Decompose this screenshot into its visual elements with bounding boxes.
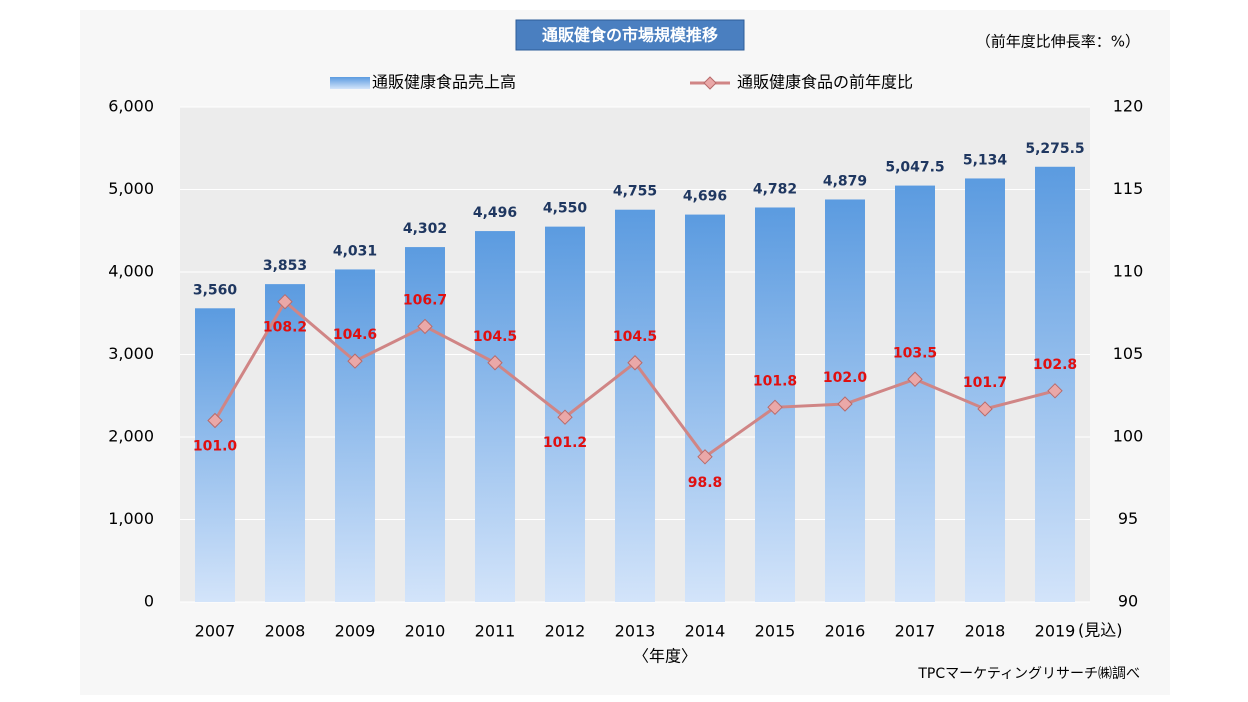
line-value-label: 101.2 [543,435,587,451]
line-value-label: 101.7 [963,375,1007,391]
source: TPCマーケティングリサーチ㈱調べ [917,666,1140,682]
x-tick-label: 2012 [545,622,586,641]
line-marker [907,371,923,387]
x-note: (見込) [1078,621,1123,640]
y-tick-label: 1,000 [108,509,154,528]
line-marker [487,355,503,371]
bar-value-label: 4,031 [333,243,377,259]
line-value-label: 108.2 [263,320,307,336]
y2-tick-label: 95 [1118,509,1138,528]
y-tick-label: 2,000 [108,427,154,446]
line-value-label: 106.7 [403,292,447,308]
bar-value-label: 3,853 [263,258,307,274]
y-tick-label: 5,000 [108,179,154,198]
y2-tick-label: 100 [1113,427,1144,446]
y-tick-label: 4,000 [108,262,154,281]
legend-label: 通販健康食品売上高 [372,73,516,92]
bar-value-label: 4,696 [683,189,727,205]
line-value-label: 102.8 [1033,357,1077,373]
bar-value-label: 4,302 [403,221,447,237]
title-box [515,19,745,51]
x-tick-label: 2019 [1035,622,1076,641]
x-axis-title: 〈年度〉 [633,647,697,666]
line-value-label: 101.0 [193,439,238,455]
line-marker [767,399,783,416]
line-marker [1047,383,1063,399]
chart-title: 通販健食の市場規模推移 [542,26,718,45]
line-marker [277,293,293,310]
x-tick-label: 2016 [825,622,866,641]
y2-axis-title: （前年度比伸長率：%） [976,33,1140,51]
x-tick-label: 2009 [335,622,376,641]
bar-value-label: 4,496 [473,205,517,221]
bar-value-label: 4,755 [613,184,657,200]
y2-tick-label: 90 [1118,592,1138,611]
x-tick-label: 2008 [265,622,306,641]
line-value-label: 103.5 [893,345,937,361]
line-value-label: 98.8 [688,475,723,491]
line-value-label: 102.0 [823,370,868,386]
legend-swatch [330,77,370,89]
bar-value-label: 4,879 [823,173,867,189]
bar-value-label: 4,550 [543,201,588,217]
line-marker [207,412,223,429]
y-tick-label: 6,000 [108,97,154,116]
bar-value-label: 5,134 [963,152,1008,168]
line-marker [977,401,993,417]
x-tick-label: 2007 [195,622,236,641]
bar [685,214,725,602]
bar [265,284,305,602]
x-tick-label: 2017 [895,622,936,641]
line-value-label: 104.6 [333,327,377,343]
bar-value-label: 5,275.5 [1025,141,1084,157]
line-marker [697,449,713,465]
x-tick-label: 2015 [755,622,796,641]
bar [895,185,935,603]
bar [195,308,235,602]
y-tick-label: 0 [144,592,154,611]
y2-tick-label: 105 [1113,344,1144,363]
line-marker [417,318,433,335]
bar-value-label: 3,560 [193,282,238,298]
line-marker [557,409,573,425]
x-tick-label: 2013 [615,622,656,641]
bar [615,209,655,602]
line-value-label: 101.8 [753,373,797,389]
y2-tick-label: 110 [1113,262,1144,281]
x-tick-label: 2014 [685,622,726,641]
y2-tick-label: 120 [1113,97,1144,116]
line-marker [837,396,853,412]
bar [405,247,445,602]
bar [335,269,375,602]
bar-value-label: 5,047.5 [885,160,944,176]
legend-marker [703,76,717,90]
bar [965,178,1005,602]
x-tick-label: 2010 [405,622,446,641]
line-marker [627,355,643,371]
y2-tick-label: 115 [1113,179,1144,198]
line-value-label: 104.5 [613,329,657,345]
bar-value-label: 4,782 [753,181,797,197]
line-marker [347,353,363,369]
x-tick-label: 2011 [475,622,516,641]
legend-label: 通販健康食品の前年度比 [737,73,913,92]
y-tick-label: 3,000 [108,344,154,363]
bar [475,231,515,602]
line-value-label: 104.5 [473,329,517,345]
x-tick-label: 2018 [965,622,1006,641]
